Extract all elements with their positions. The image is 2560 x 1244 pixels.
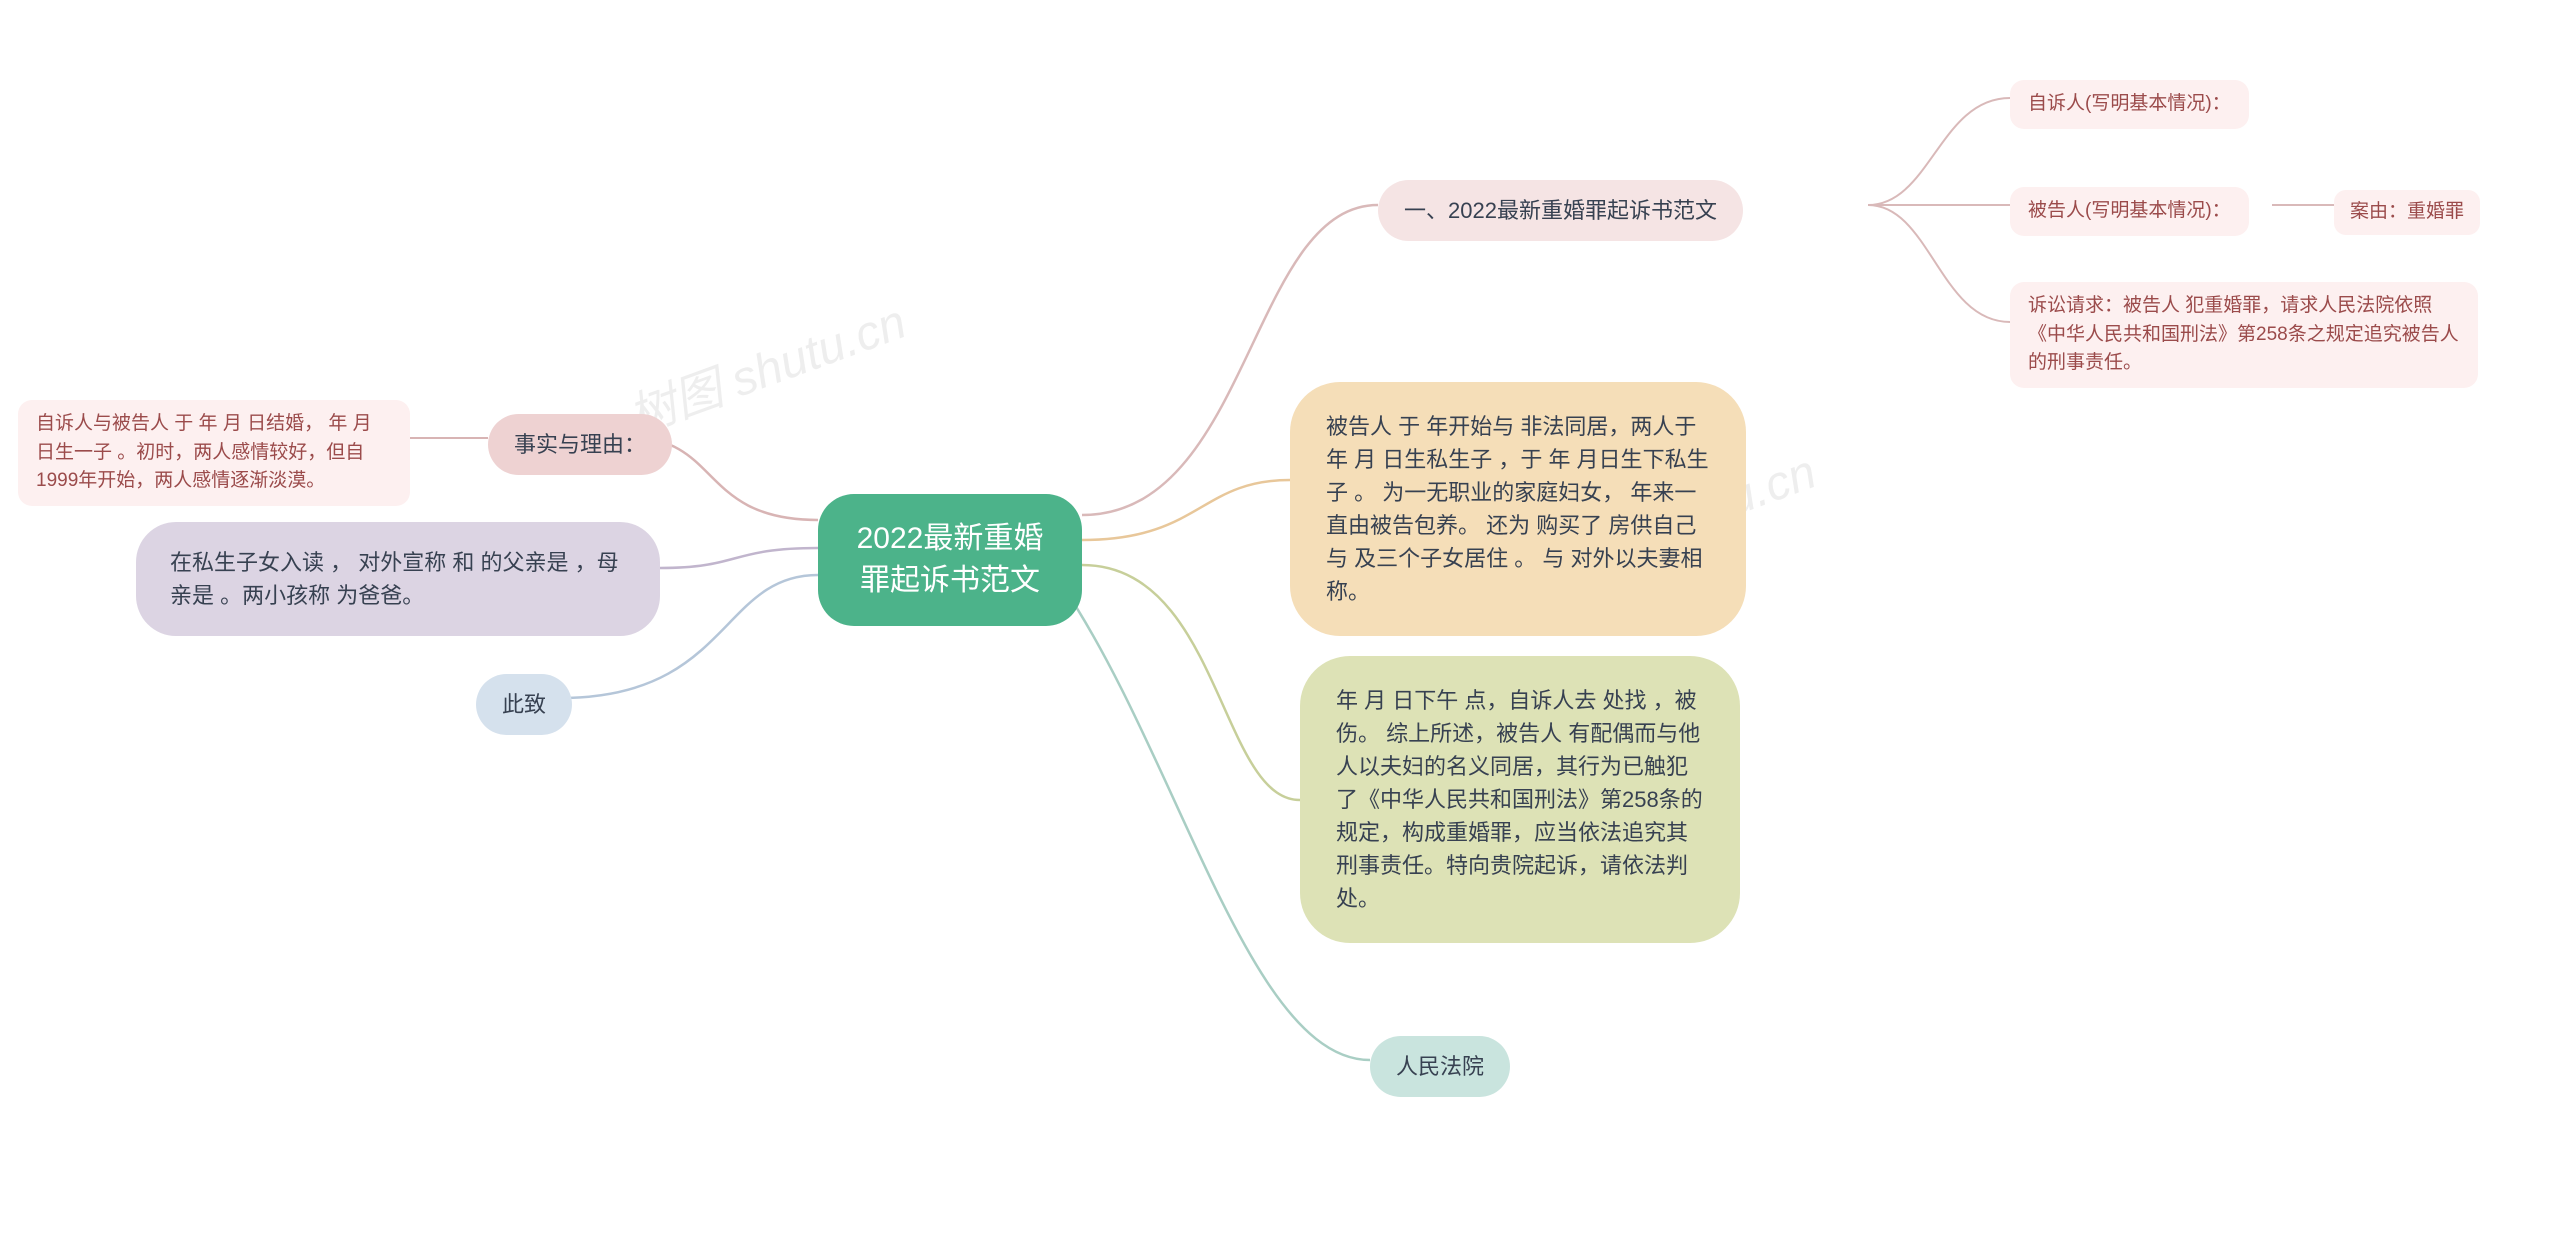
- leaf2-label: 被告人(写明基本情况)：: [2028, 197, 2231, 226]
- teal-label: 人民法院: [1396, 1050, 1484, 1083]
- orange-node: 被告人 于 年开始与 非法同居，两人于 年 月 日生私生子 ，于 年 月日生下私…: [1290, 382, 1746, 636]
- leaf1-label: 自诉人(写明基本情况)：: [2028, 90, 2231, 119]
- pink-child-node: 自诉人与被告人 于 年 月 日结婚， 年 月 日生一子 。初时，两人感情较好，但…: [18, 400, 410, 506]
- purple-node: 在私生子女入读 ， 对外宣称 和 的父亲是 ，母亲是 。两小孩称 为爸爸。: [136, 522, 660, 636]
- leaf3-label: 诉讼请求：被告人 犯重婚罪，请求人民法院依照《中华人民共和国刑法》第258条之规…: [2028, 292, 2460, 378]
- orange-label: 被告人 于 年开始与 非法同居，两人于 年 月 日生私生子 ，于 年 月日生下私…: [1326, 410, 1710, 608]
- leaf2-child-node: 案由：重婚罪: [2334, 190, 2480, 235]
- olive-label: 年 月 日下午 点，自诉人去 处找 ，被 伤。 综上所述，被告人 有配偶而与他人…: [1336, 684, 1704, 915]
- purple-label: 在私生子女入读 ， 对外宣称 和 的父亲是 ，母亲是 。两小孩称 为爸爸。: [170, 546, 626, 612]
- leaf1-node: 自诉人(写明基本情况)：: [2010, 80, 2249, 129]
- blue-node: 此致: [476, 674, 572, 735]
- olive-node: 年 月 日下午 点，自诉人去 处找 ，被 伤。 综上所述，被告人 有配偶而与他人…: [1300, 656, 1740, 943]
- leaf3-node: 诉讼请求：被告人 犯重婚罪，请求人民法院依照《中华人民共和国刑法》第258条之规…: [2010, 282, 2478, 388]
- root-node: 2022最新重婚罪起诉书范文: [818, 494, 1082, 626]
- pink-child-label: 自诉人与被告人 于 年 月 日结婚， 年 月 日生一子 。初时，两人感情较好，但…: [36, 410, 392, 496]
- section1-node: 一、2022最新重婚罪起诉书范文: [1378, 180, 1743, 241]
- pink-node: 事实与理由：: [488, 414, 672, 475]
- blue-label: 此致: [502, 688, 546, 721]
- leaf2-child-label: 案由：重婚罪: [2350, 198, 2464, 227]
- leaf2-node: 被告人(写明基本情况)：: [2010, 187, 2249, 236]
- section1-label: 一、2022最新重婚罪起诉书范文: [1404, 194, 1717, 227]
- teal-node: 人民法院: [1370, 1036, 1510, 1097]
- pink-label: 事实与理由：: [514, 428, 646, 461]
- root-label: 2022最新重婚罪起诉书范文: [854, 518, 1046, 602]
